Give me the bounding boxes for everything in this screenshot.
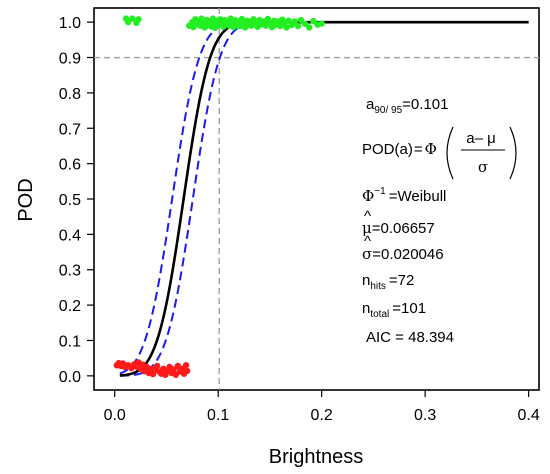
aic-value: AIC = 48.394 <box>366 329 454 346</box>
y-tick-label: 0.6 <box>59 157 81 174</box>
x-tick-label: 0.0 <box>104 407 126 424</box>
sigma-hat-estimate: σ=0.020046 <box>362 245 444 263</box>
y-tick-label: 0.3 <box>59 263 81 280</box>
plot-frame <box>93 7 540 391</box>
pod-denominator: σ <box>478 158 488 176</box>
y-tick-label: 0.0 <box>59 369 81 386</box>
x-tick-label: 0.3 <box>414 407 436 424</box>
pod-lower-bound-curve <box>119 26 240 377</box>
link-function: Φ−1 =Weibull <box>362 186 446 205</box>
pod-numerator: a– μ <box>466 130 496 147</box>
y-tick-label: 0.8 <box>59 86 81 103</box>
pod-upper-bound-curve <box>119 21 239 375</box>
pod-curves <box>119 20 529 377</box>
hit-point <box>318 20 325 27</box>
hit-point <box>291 18 298 25</box>
hit-point <box>135 16 142 23</box>
annotation-block: a90/ 95=0.101 POD(a)= Φ a– μ σ Φ−1 =Weibul… <box>362 96 517 346</box>
y-tick-label: 0.9 <box>59 51 81 68</box>
right-paren <box>509 126 517 180</box>
y-tick-label: 0.2 <box>59 298 81 315</box>
miss-point <box>153 362 161 370</box>
y-axis-label: POD <box>15 178 37 221</box>
y-tick-label: 0.7 <box>59 121 81 138</box>
miss-point <box>183 367 191 375</box>
x-axis-label: Brightness <box>269 446 364 468</box>
x-tick-label: 0.1 <box>207 407 229 424</box>
y-tick-label: 0.4 <box>59 227 81 244</box>
left-paren <box>446 126 454 180</box>
hit-point <box>294 22 302 30</box>
n-hits: nhits =72 <box>362 272 414 292</box>
hit-point <box>297 16 305 24</box>
mu-hat-estimate: μ=0.06657 <box>362 219 435 237</box>
axis-ticks: 0.0 0.1 0.2 0.3 0.4 0.0 0.1 0.2 0.3 0.4 0.5 0.6 0.7 0… <box>59 15 540 424</box>
miss-point <box>182 362 190 369</box>
data-points <box>113 15 325 378</box>
hit-point <box>129 15 136 22</box>
sigma-hat-hat: ^ <box>364 233 371 250</box>
reference-lines <box>94 8 539 390</box>
mu-hat-hat: ^ <box>364 208 371 225</box>
n-total: ntotal =101 <box>362 300 426 320</box>
y-tick-label: 1.0 <box>59 15 81 32</box>
a9095-annotation: a90/ 95=0.101 <box>366 96 448 116</box>
pod-fit-curve <box>119 20 529 377</box>
y-tick-label: 0.1 <box>59 333 81 350</box>
hit-point <box>283 24 290 31</box>
pod-formula-label: POD(a)= Φ <box>362 140 437 158</box>
x-tick-label: 0.4 <box>518 407 540 424</box>
hit-point <box>306 24 313 31</box>
x-tick-label: 0.2 <box>311 407 333 424</box>
y-tick-label: 0.5 <box>59 192 81 209</box>
